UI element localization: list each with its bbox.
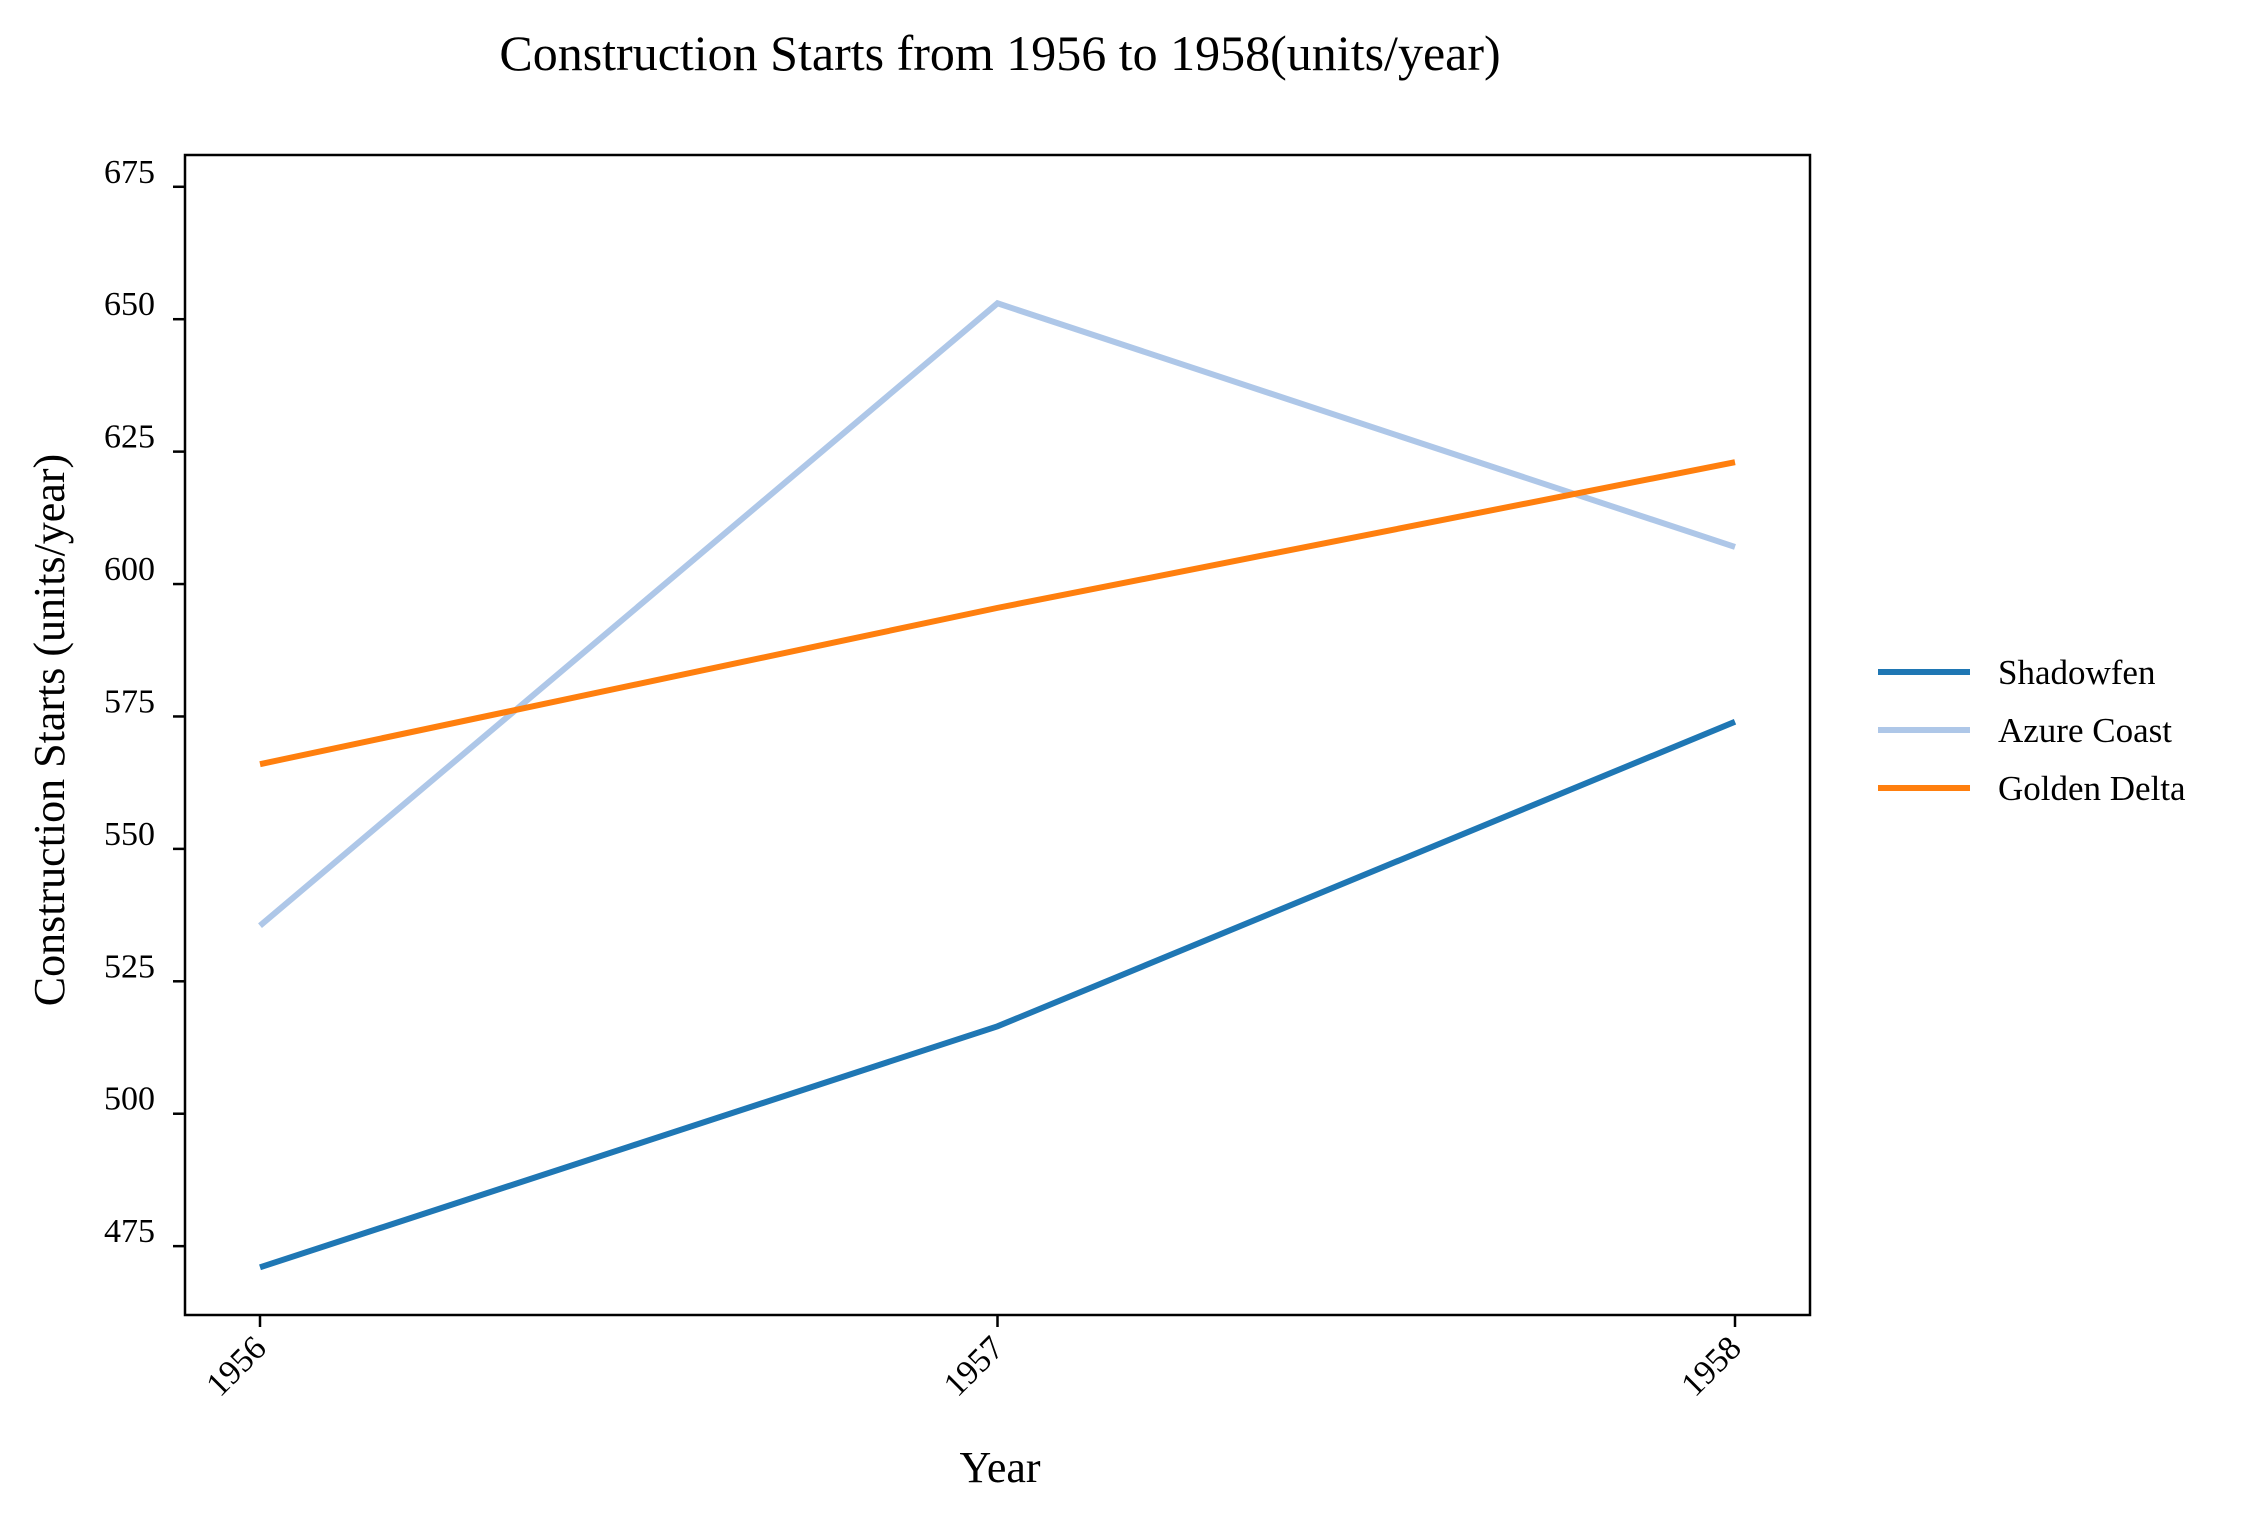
legend: Shadowfen Azure Coast Golden Delta: [1878, 653, 2186, 808]
legend-label: Azure Coast: [1998, 711, 2172, 750]
x-tick-label: 1956: [199, 1329, 273, 1403]
y-tick-label: 575: [104, 683, 155, 720]
legend-label: Golden Delta: [1998, 769, 2186, 808]
y-tick-label: 625: [104, 419, 155, 456]
legend-label: Shadowfen: [1998, 653, 2155, 692]
series-line-azure-coast: [258, 299, 1736, 928]
y-tick-label: 500: [104, 1081, 155, 1118]
x-axis-label: Year: [959, 1443, 1040, 1492]
chart-title: Construction Starts from 1956 to 1958(un…: [499, 25, 1500, 81]
y-tick-label: 600: [104, 551, 155, 588]
y-tick-label: 475: [104, 1213, 155, 1250]
axes: 475 500 525 550 575 600 625 650 675 1956 1957 1958: [104, 153, 1812, 1404]
plot-frame: [183, 153, 1812, 1317]
y-tick-label: 550: [104, 816, 155, 853]
y-tick-label: 525: [104, 948, 155, 985]
series-line-shadowfen: [259, 718, 1737, 1271]
series-line-golden-delta: [259, 459, 1736, 768]
x-tick-label: 1958: [1674, 1329, 1748, 1403]
series-lines: [258, 299, 1737, 1271]
x-tick-label: 1957: [937, 1329, 1011, 1403]
y-tick-label: 650: [104, 286, 155, 323]
y-tick-label: 675: [104, 154, 155, 191]
y-axis-label: Construction Starts (units/year): [25, 454, 74, 1006]
